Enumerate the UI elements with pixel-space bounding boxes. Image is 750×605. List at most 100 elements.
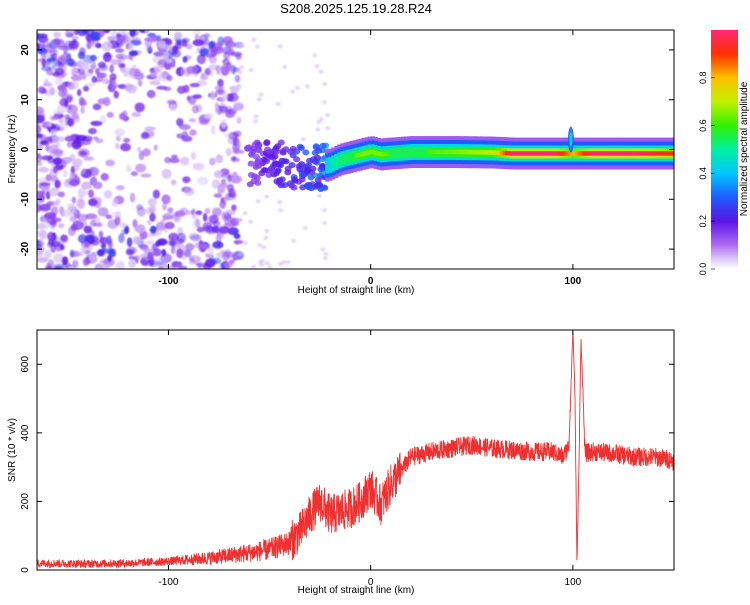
noise-point — [53, 253, 65, 264]
noise-point — [85, 168, 94, 173]
ridge-core — [366, 150, 370, 155]
noise-point — [203, 225, 214, 233]
noise-point — [153, 144, 158, 151]
noise-point — [115, 48, 125, 53]
noise-point — [138, 244, 149, 249]
noise-point — [77, 234, 88, 244]
noise-point — [67, 104, 73, 111]
ridge-cell — [334, 157, 339, 167]
noise-point — [251, 264, 257, 269]
ridge-core — [577, 151, 581, 156]
ridge-core — [475, 150, 479, 155]
noise-point — [39, 229, 47, 240]
ridge-core — [359, 152, 363, 157]
noise-point — [161, 249, 167, 257]
noise-point — [51, 60, 57, 71]
noise-point — [114, 215, 121, 226]
ridge-blob — [288, 182, 296, 189]
noise-point — [80, 98, 87, 106]
noise-point — [149, 80, 161, 86]
noise-point — [168, 157, 180, 164]
noise-point — [196, 226, 205, 233]
noise-point — [92, 103, 102, 111]
noise-point — [322, 82, 328, 87]
noise-point — [208, 56, 217, 64]
noise-point — [152, 189, 160, 199]
noise-point — [170, 179, 177, 186]
ridge-cell — [401, 147, 406, 158]
noise-point — [50, 128, 57, 136]
noise-point — [325, 113, 331, 118]
ridge-core — [648, 151, 652, 156]
xtick-label: -100 — [158, 276, 178, 287]
noise-point — [185, 43, 193, 50]
noise-point — [208, 41, 216, 49]
noise-point — [161, 194, 171, 205]
noise-point — [213, 220, 221, 228]
snr-frame — [36, 329, 675, 571]
ridge-blob — [274, 167, 282, 174]
snr-ylabel: SNR (10 * v/v) — [7, 418, 18, 482]
ridge-core — [558, 151, 562, 156]
ridge-core — [468, 150, 472, 155]
ridge-core — [653, 151, 656, 156]
noise-point — [51, 240, 61, 247]
noise-point — [38, 238, 44, 246]
snr-series-line — [37, 332, 674, 569]
noise-point — [147, 219, 152, 226]
ytick-label: 20 — [20, 44, 31, 56]
noise-point — [200, 72, 205, 78]
noise-point — [315, 127, 321, 132]
noise-point — [64, 40, 75, 51]
noise-point — [232, 252, 239, 261]
noise-point — [118, 63, 126, 68]
ridge-blob — [255, 157, 263, 164]
ridge-blob — [273, 148, 280, 155]
noise-point — [114, 128, 126, 137]
noise-scatter — [37, 30, 331, 269]
noise-point — [316, 120, 322, 124]
noise-point — [264, 194, 270, 199]
noise-point — [160, 222, 166, 231]
noise-point — [212, 207, 222, 217]
ridge-core — [580, 151, 584, 156]
noise-point — [118, 233, 125, 244]
ridge-core — [454, 149, 457, 155]
noise-point — [254, 44, 260, 49]
noise-point — [160, 219, 165, 225]
noise-point — [126, 164, 132, 173]
noise-point — [136, 146, 142, 153]
noise-point — [69, 179, 80, 187]
noise-point — [229, 85, 241, 93]
noise-point — [215, 64, 221, 75]
noise-point — [209, 48, 218, 58]
ridge-core — [378, 151, 382, 157]
ridge-core — [354, 153, 358, 158]
noise-point — [115, 35, 127, 41]
noise-point — [192, 39, 205, 47]
noise-point — [277, 44, 283, 49]
ridge-core — [611, 151, 615, 156]
noise-point — [67, 118, 74, 127]
noise-point — [61, 156, 73, 164]
noise-point — [37, 106, 45, 116]
noise-point — [232, 102, 244, 111]
snr-panel — [37, 332, 674, 569]
ridge-core — [427, 149, 431, 155]
noise-point — [48, 144, 59, 155]
noise-point — [322, 256, 328, 260]
ridge-core — [619, 151, 622, 156]
noise-point — [204, 113, 214, 119]
ridge-cell — [419, 147, 424, 157]
noise-point — [180, 156, 190, 166]
ridge-blob — [289, 145, 297, 152]
noise-point — [145, 44, 153, 52]
ridge-core — [606, 151, 610, 156]
ridge-core — [585, 151, 588, 156]
ridge-core — [551, 151, 555, 156]
ridge-blob — [291, 176, 299, 183]
noise-point — [89, 220, 97, 227]
noise-point — [136, 204, 143, 211]
noise-point — [45, 142, 50, 152]
colorbar-label: Normalized spectral amplitude — [739, 81, 750, 216]
